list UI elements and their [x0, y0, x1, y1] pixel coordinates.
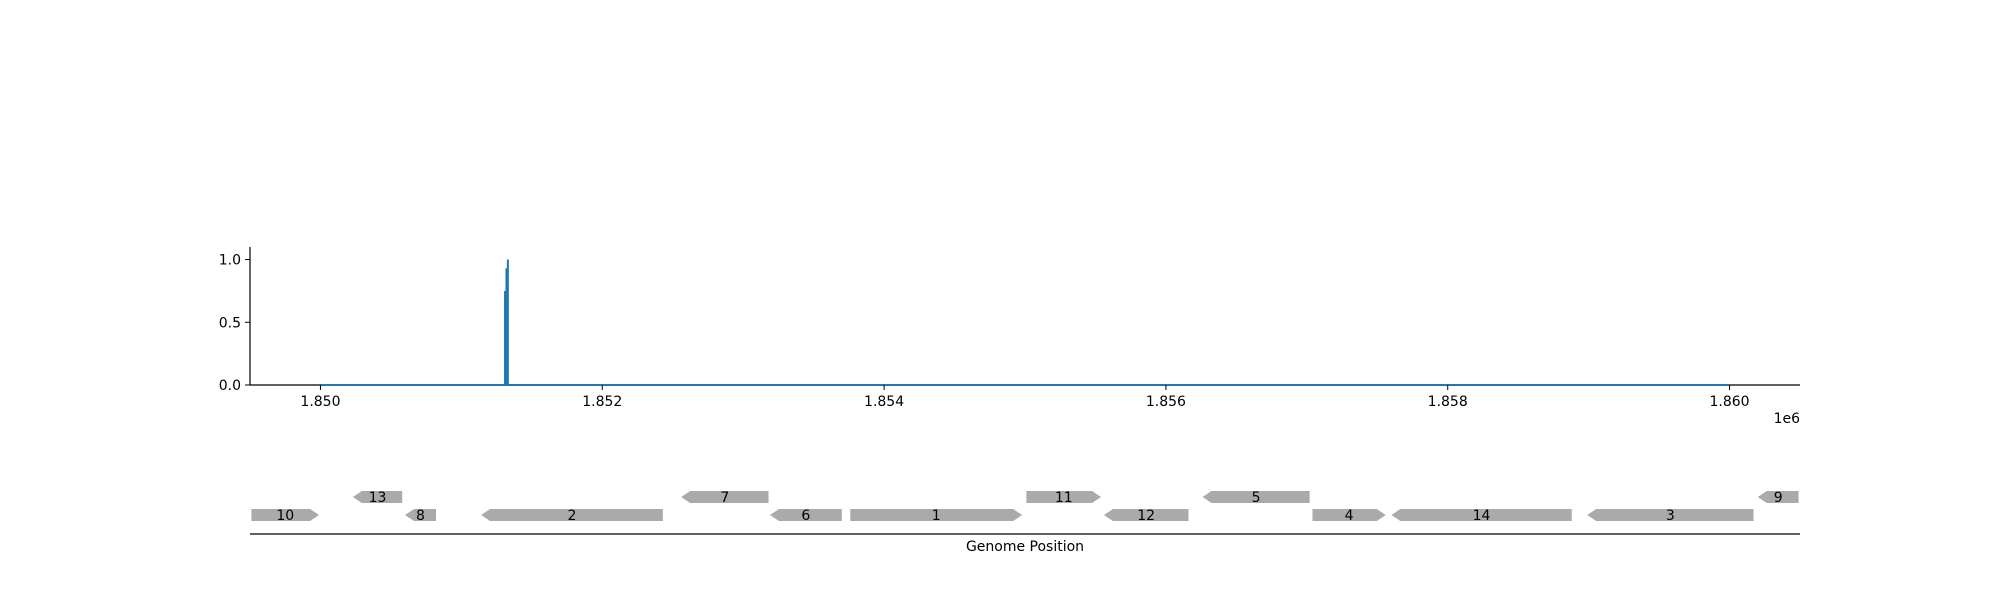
gene-2: 2	[481, 508, 663, 524]
gene-4: 4	[1312, 508, 1386, 524]
x-tick-label: 1.860	[1709, 394, 1749, 410]
gene-label: 2	[568, 508, 577, 524]
coverage-bar	[506, 259, 509, 385]
gene-7: 7	[681, 490, 769, 506]
gene-1: 1	[850, 508, 1023, 524]
gene-10: 10	[251, 508, 320, 524]
x-tick-label: 1.850	[300, 394, 340, 410]
y-tick-label: 0.0	[219, 378, 241, 394]
gene-label: 7	[720, 490, 729, 506]
gene-label: 1	[932, 508, 941, 524]
gene-label: 8	[416, 508, 425, 524]
gene-arrow	[850, 509, 1023, 521]
gene-14: 14	[1391, 508, 1572, 524]
gene-arrow	[1103, 509, 1189, 521]
gene-12: 12	[1103, 508, 1189, 524]
coverage-data	[320, 259, 1730, 386]
gene-arrow	[405, 509, 436, 521]
gene-label: 4	[1345, 508, 1354, 524]
gene-5: 5	[1202, 490, 1310, 506]
x-offset-label: 1e6	[1774, 411, 1801, 427]
coverage-bar	[504, 290, 507, 385]
gene-arrow	[1026, 491, 1102, 503]
gene-arrow	[1202, 491, 1310, 503]
y-tick-label: 1.0	[219, 253, 241, 269]
y-tick-label: 0.5	[219, 315, 241, 331]
gene-label: 9	[1774, 490, 1783, 506]
gene-arrow	[352, 491, 403, 503]
gene-map-xlabel: Genome Position	[966, 539, 1084, 555]
gene-label: 10	[276, 508, 294, 524]
gene-9: 9	[1757, 490, 1799, 506]
x-tick-label: 1.852	[582, 394, 622, 410]
x-tick-label: 1.854	[864, 394, 904, 410]
gene-arrow	[769, 509, 842, 521]
gene-arrow	[1312, 509, 1386, 521]
gene-8: 8	[405, 508, 436, 524]
x-ticks: 1.850 1.852 1.854 1.856 1.858 1.860	[300, 385, 1750, 410]
gene-label: 14	[1473, 508, 1491, 524]
gene-arrow	[1391, 509, 1572, 521]
gene-arrow	[681, 491, 769, 503]
gene-label: 11	[1055, 490, 1073, 506]
gene-label: 5	[1252, 490, 1261, 506]
gene-6: 6	[769, 508, 842, 524]
y-ticks: 0.0 0.5 1.0	[219, 253, 250, 394]
x-tick-label: 1.858	[1428, 394, 1468, 410]
gene-label: 13	[369, 490, 387, 506]
x-tick-label: 1.856	[1146, 394, 1186, 410]
gene-arrow	[251, 509, 320, 521]
gene-11: 11	[1026, 490, 1102, 506]
gene-arrow	[1757, 491, 1799, 503]
gene-label: 12	[1137, 508, 1155, 524]
coverage-bar	[505, 268, 508, 385]
gene-label: 6	[801, 508, 810, 524]
gene-arrow	[481, 509, 663, 521]
gene-arrow	[1587, 509, 1754, 521]
coverage-panel: 0.0 0.5 1.0 1.850 1.852 1.854 1.856 1.858 1.860…	[219, 247, 1800, 427]
gene-3: 3	[1587, 508, 1754, 524]
gene-13: 13	[352, 490, 403, 506]
gene-label: 3	[1666, 508, 1675, 524]
